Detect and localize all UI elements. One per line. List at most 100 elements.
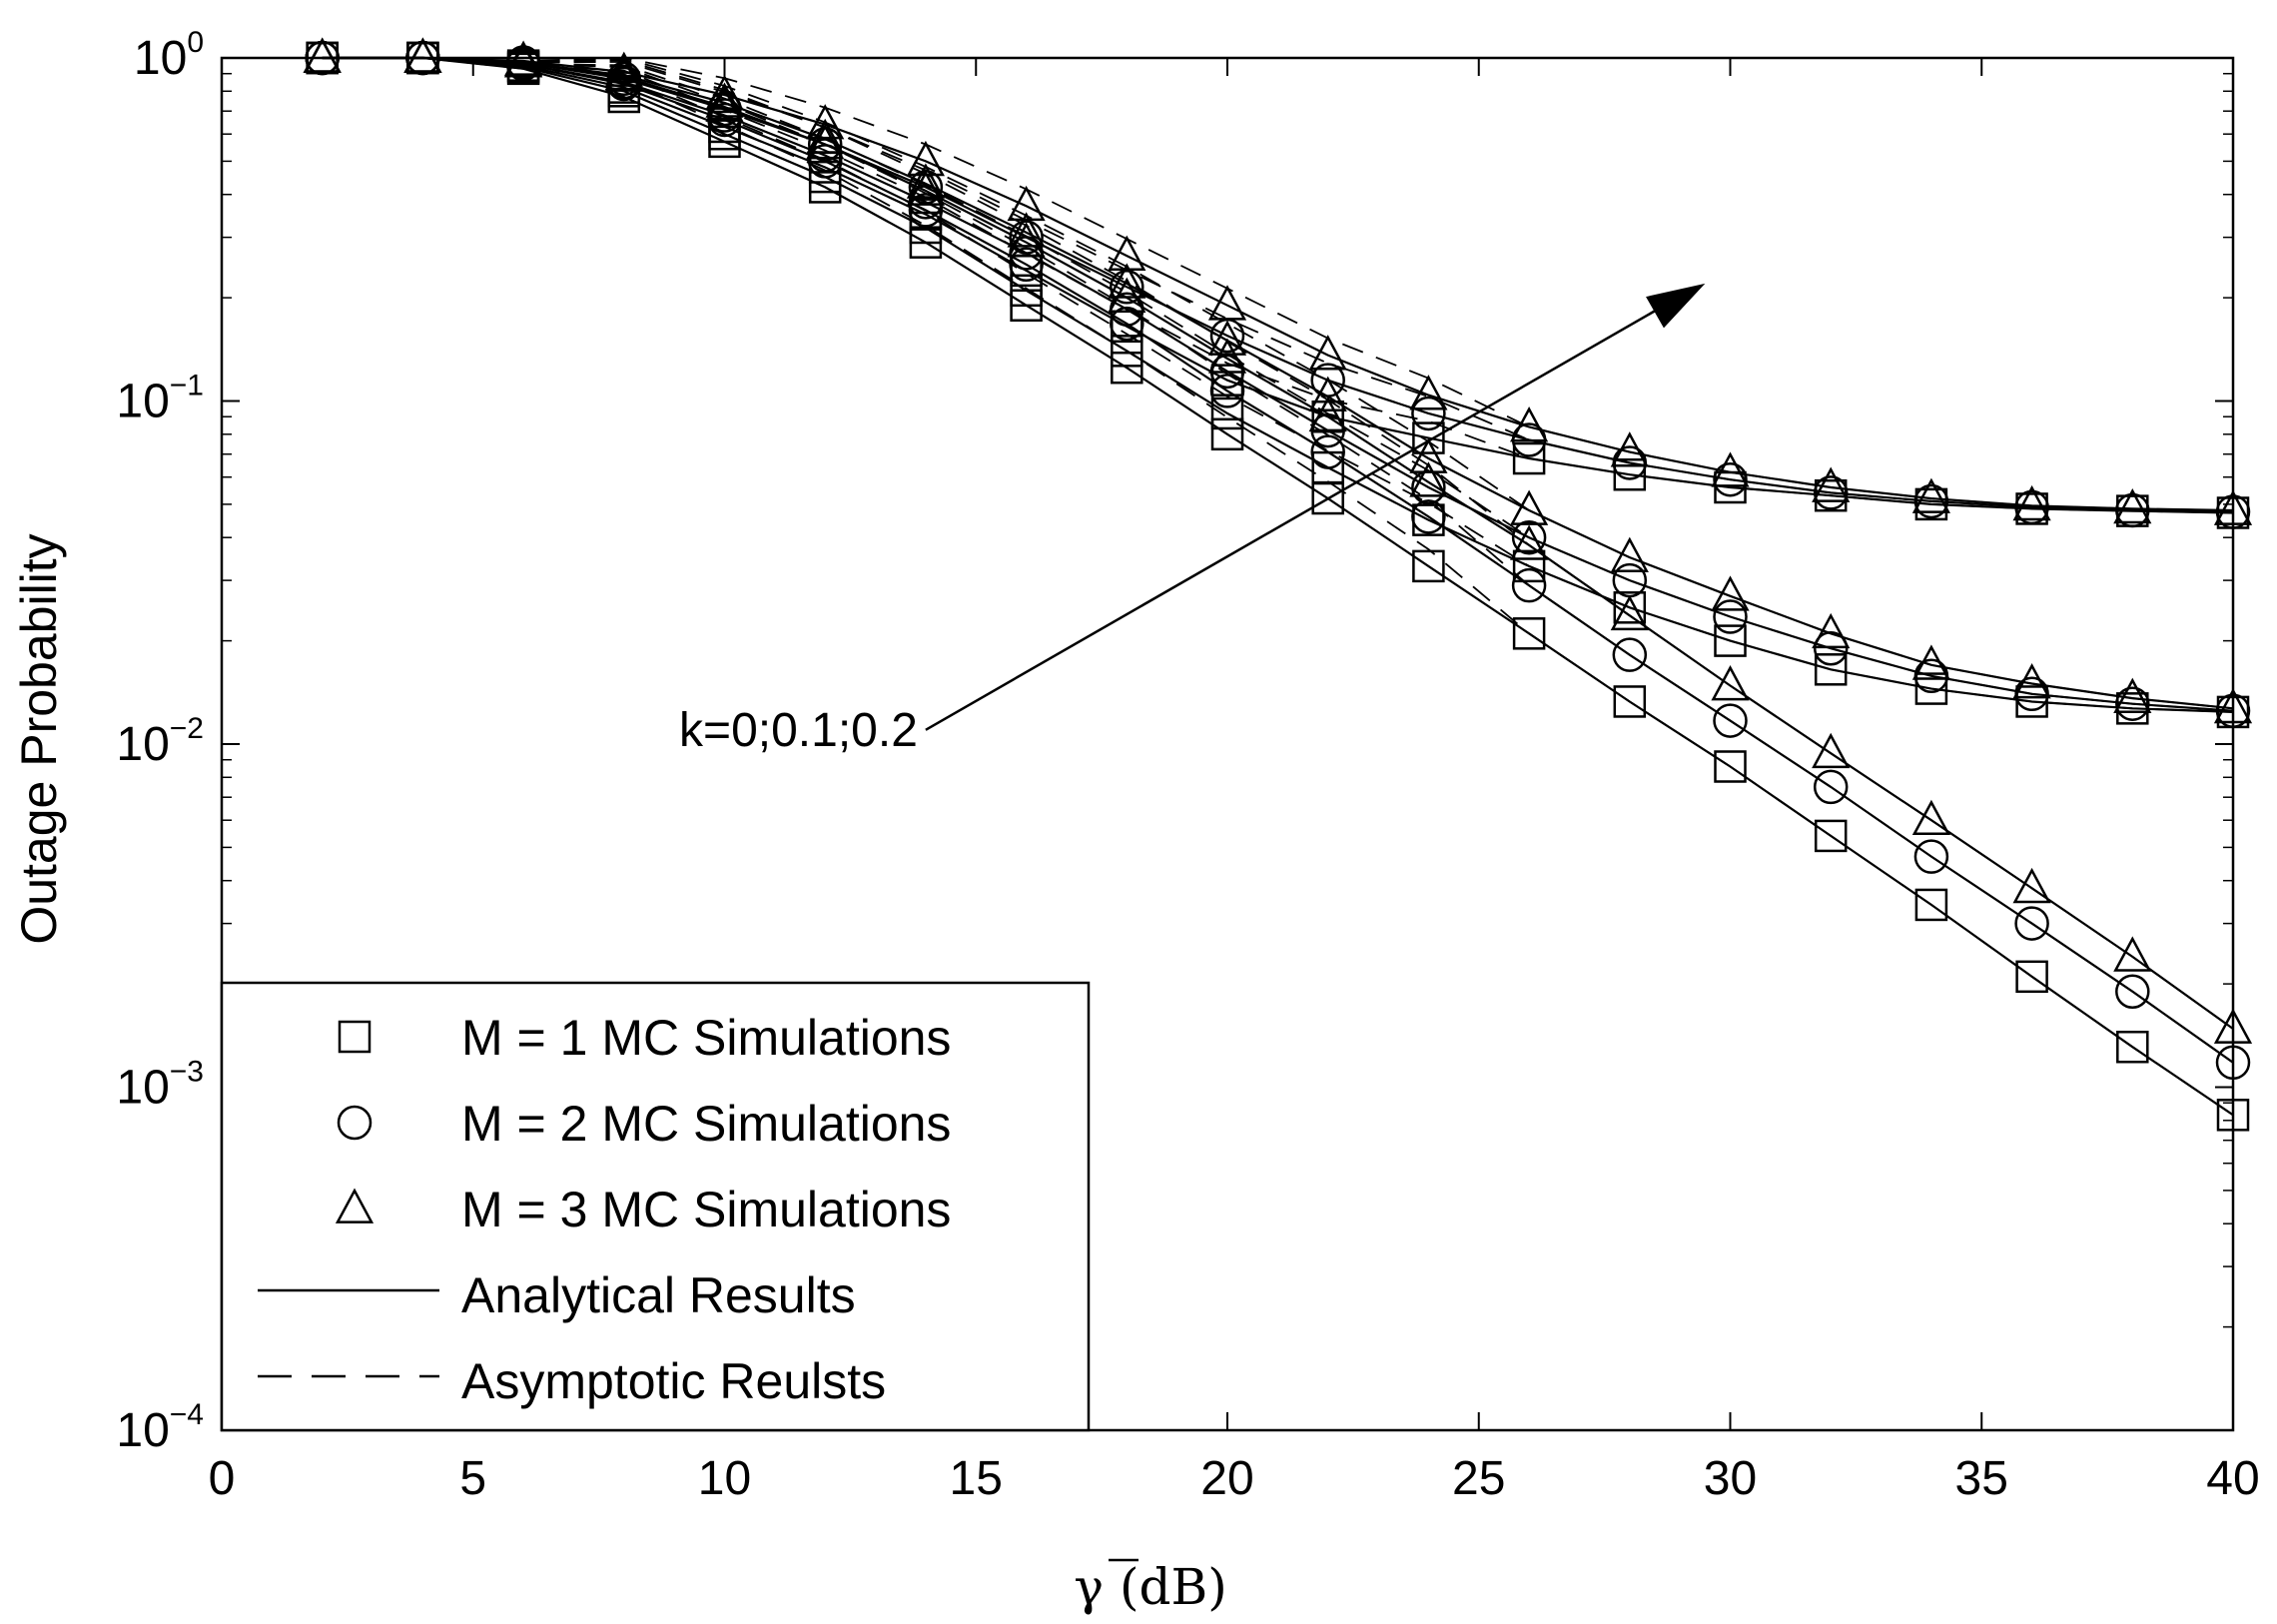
triangle-marker xyxy=(1207,320,1247,356)
circle-marker xyxy=(1009,220,1044,255)
analytical-line xyxy=(322,56,2234,514)
triangle-marker xyxy=(1510,489,1549,525)
triangle-marker xyxy=(335,1188,375,1223)
triangle-marker xyxy=(1711,451,1750,487)
triangle-marker xyxy=(1108,263,1146,299)
triangle-marker xyxy=(1308,335,1347,371)
asymptotic-line xyxy=(322,57,2234,1030)
triangle-marker xyxy=(1812,612,1851,649)
triangle-marker xyxy=(2012,484,2051,521)
x-tick-label: 25 xyxy=(1452,1452,1505,1505)
triangle-marker xyxy=(303,37,342,73)
triangle-marker xyxy=(806,104,845,140)
triangle-marker xyxy=(1308,396,1347,432)
triangle-marker xyxy=(1911,799,1950,836)
circle-marker xyxy=(1713,703,1748,738)
x-tick-label: 35 xyxy=(1955,1452,2008,1505)
x-tick-label: 40 xyxy=(2206,1452,2259,1505)
y-tick-base: 10 xyxy=(116,1404,169,1457)
circle-marker xyxy=(2115,686,2150,721)
legend-label: M = 2 MC Simulations xyxy=(461,1096,951,1152)
y-tick-base: 10 xyxy=(116,1062,169,1115)
triangle-marker xyxy=(1510,406,1549,442)
square-marker xyxy=(1914,672,1948,705)
triangle-marker xyxy=(1711,575,1750,611)
square-marker xyxy=(909,198,943,231)
triangle-marker xyxy=(1409,461,1448,497)
triangle-marker xyxy=(1610,431,1649,467)
analytical-line xyxy=(322,56,2234,1030)
analytical-line xyxy=(322,56,2234,710)
y-tick-label: 10−1 xyxy=(116,370,204,428)
y-tick-exponent: −4 xyxy=(170,1398,204,1431)
circle-marker xyxy=(1813,769,1849,805)
y-tick-exponent: −3 xyxy=(170,1056,204,1089)
circle-marker xyxy=(1713,599,1748,634)
y-tick-base: 10 xyxy=(116,376,169,428)
triangle-marker xyxy=(906,163,945,199)
triangle-marker xyxy=(1610,536,1649,572)
circle-marker xyxy=(1713,461,1748,497)
square-marker xyxy=(708,110,741,144)
analytical-line xyxy=(322,56,2234,513)
circle-marker xyxy=(908,170,944,205)
triangle-marker xyxy=(1108,235,1146,271)
square-marker xyxy=(1814,653,1848,686)
triangle-marker xyxy=(705,82,744,118)
square-marker xyxy=(1512,549,1546,583)
square-marker xyxy=(1512,617,1546,650)
square-marker xyxy=(1111,335,1143,368)
triangle-marker xyxy=(1007,185,1046,222)
circle-marker xyxy=(1813,475,1849,510)
y-tick-exponent: −1 xyxy=(170,370,204,403)
triangle-marker xyxy=(906,140,945,177)
y-tick-base: 10 xyxy=(134,32,187,85)
triangle-marker xyxy=(1911,644,1950,680)
asymptotic-line xyxy=(322,57,2234,1064)
triangle-marker xyxy=(705,86,744,122)
triangle-marker xyxy=(1911,477,1950,513)
square-marker xyxy=(1814,819,1848,853)
square-marker xyxy=(1210,364,1244,397)
x-tick-label: 5 xyxy=(459,1452,486,1505)
x-tick-labels: 0 5 10 15 20 25 30 35 40 xyxy=(209,1452,2260,1505)
triangle-marker xyxy=(1409,437,1448,473)
legend-label: Asymptotic Reulsts xyxy=(461,1353,886,1409)
square-marker xyxy=(2116,1030,2149,1064)
circle-marker xyxy=(1612,562,1648,598)
square-marker xyxy=(1010,274,1043,308)
square-marker xyxy=(1311,450,1344,484)
x-tick-label: 30 xyxy=(1704,1452,1757,1505)
circle-marker xyxy=(1813,630,1849,666)
circle-marker xyxy=(1411,396,1446,431)
square-marker xyxy=(2015,960,2048,994)
square-marker xyxy=(1613,457,1647,491)
asymptotic-curves xyxy=(322,57,2234,1117)
legend-label: Analytical Results xyxy=(461,1267,856,1323)
x-axis-label: γ (dB) xyxy=(1074,1558,1227,1616)
square-marker xyxy=(1412,421,1445,454)
x-tick-label: 15 xyxy=(950,1452,1003,1505)
simulation-markers xyxy=(303,37,2253,1132)
circle-marker xyxy=(1310,363,1345,398)
triangle-marker xyxy=(1007,212,1046,248)
asymptotic-line xyxy=(322,57,2234,710)
square-marker xyxy=(1714,624,1747,657)
analytical-line xyxy=(322,56,2234,713)
triangle-marker xyxy=(705,74,744,110)
triangle-marker xyxy=(1610,594,1649,631)
triangle-marker xyxy=(1812,732,1851,769)
circle-marker xyxy=(1913,483,1949,519)
asymptotic-line xyxy=(322,57,2234,511)
square-marker xyxy=(1914,888,1948,922)
y-tick-label: 100 xyxy=(134,26,204,85)
asymptotic-line xyxy=(322,57,2234,1117)
circle-marker xyxy=(1612,637,1648,672)
triangle-marker xyxy=(1207,285,1247,321)
triangle-marker xyxy=(2113,487,2152,524)
circle-marker xyxy=(1110,270,1144,305)
square-marker xyxy=(338,1020,372,1054)
y-tick-label: 10−3 xyxy=(116,1056,204,1115)
